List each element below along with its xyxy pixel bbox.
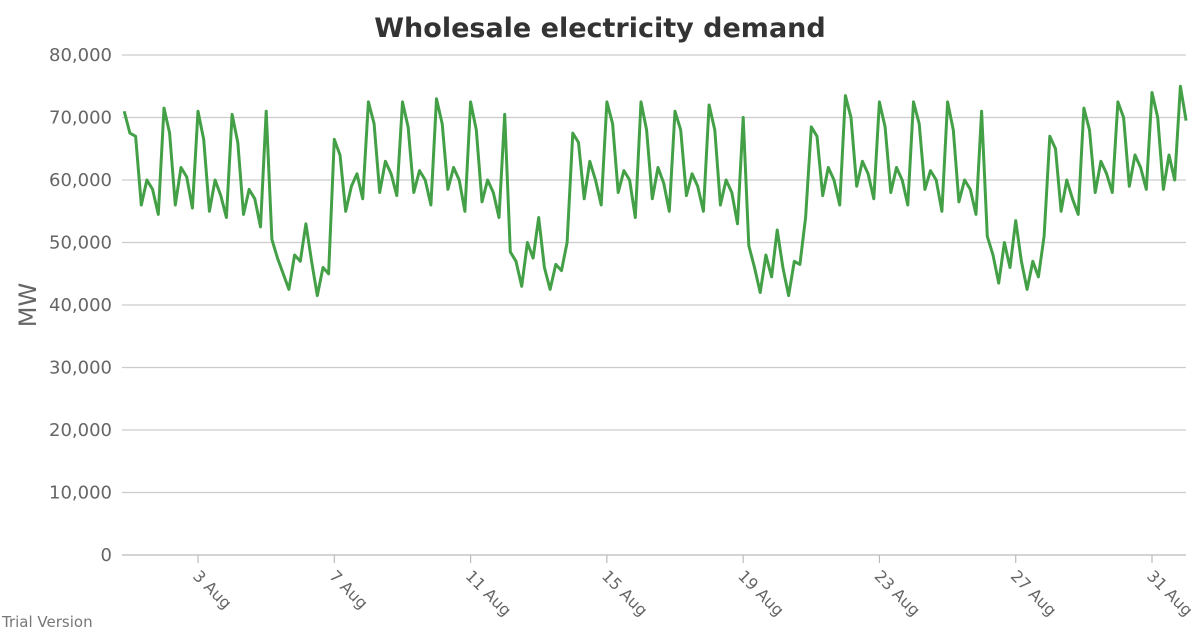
trial-watermark: Trial Version (2, 613, 93, 631)
x-tick-label: 27 Aug (1007, 566, 1061, 620)
y-tick-label: 20,000 (49, 420, 112, 441)
x-tick-label: 11 Aug (462, 566, 516, 620)
y-tick-label: 0 (101, 545, 112, 566)
chart-title: Wholesale electricity demand (374, 13, 825, 44)
y-tick-label: 30,000 (49, 358, 112, 379)
x-tick-label: 31 Aug (1143, 566, 1197, 620)
y-tick-label: 40,000 (49, 295, 112, 316)
y-tick-label: 70,000 (49, 108, 112, 129)
y-tick-label: 50,000 (49, 233, 112, 254)
y-tick-label: 10,000 (49, 483, 112, 504)
x-tick-label: 23 Aug (871, 566, 925, 620)
series-line-demand (122, 84, 1188, 298)
x-tick-label: 15 Aug (598, 566, 652, 620)
y-tick-label: 80,000 (49, 45, 112, 66)
x-tick-label: 7 Aug (325, 566, 371, 612)
y-axis-label: MW (14, 283, 42, 327)
y-tick-label: 60,000 (49, 170, 112, 191)
x-tick-label: 3 Aug (189, 566, 235, 612)
x-tick-label: 19 Aug (734, 566, 788, 620)
